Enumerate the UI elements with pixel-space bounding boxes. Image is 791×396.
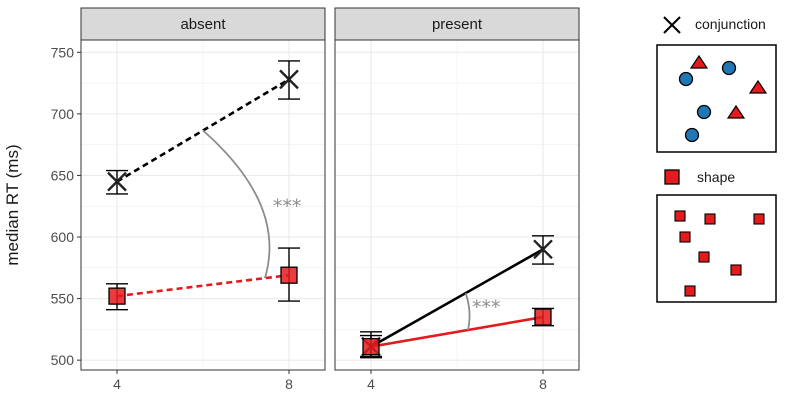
data-point-shape — [281, 267, 297, 283]
legend-display-shape — [657, 195, 776, 302]
legend-display-conjunction — [657, 45, 776, 152]
y-tick-label: 650 — [51, 167, 75, 183]
x-tick-label: 8 — [539, 376, 547, 392]
y-tick-label: 750 — [51, 44, 75, 60]
legend-entry-conjunction: conjunction — [664, 16, 766, 33]
facet-absent: absent 4 8 500 550 600 650 700 750 *** — [51, 8, 325, 392]
legend-x-icon — [664, 17, 680, 33]
y-tick-label: 600 — [51, 229, 75, 245]
data-point-shape — [363, 339, 379, 355]
facet-panels: absent 4 8 500 550 600 650 700 750 *** present 4 8 **… — [51, 8, 579, 392]
facet-strip-label: present — [432, 16, 483, 33]
significance-label: *** — [273, 195, 302, 217]
legend: conjunction shape — [657, 16, 776, 302]
facet-present: present 4 8 *** — [335, 8, 579, 392]
y-axis-title: median RT (ms) — [3, 144, 22, 265]
legend-label-conjunction: conjunction — [695, 16, 766, 32]
x-tick-label: 4 — [113, 376, 121, 392]
significance-label: *** — [472, 297, 501, 319]
y-tick-label: 550 — [51, 291, 75, 307]
facet-strip-label: absent — [180, 16, 226, 33]
x-tick-label: 8 — [285, 376, 293, 392]
data-point-shape — [535, 309, 551, 325]
legend-square-icon — [665, 170, 679, 184]
y-tick-label: 700 — [51, 106, 75, 122]
legend-entry-shape: shape — [665, 169, 735, 185]
data-point-shape — [109, 288, 125, 304]
y-tick-label: 500 — [51, 352, 75, 368]
legend-label-shape: shape — [697, 169, 735, 185]
x-tick-label: 4 — [367, 376, 375, 392]
